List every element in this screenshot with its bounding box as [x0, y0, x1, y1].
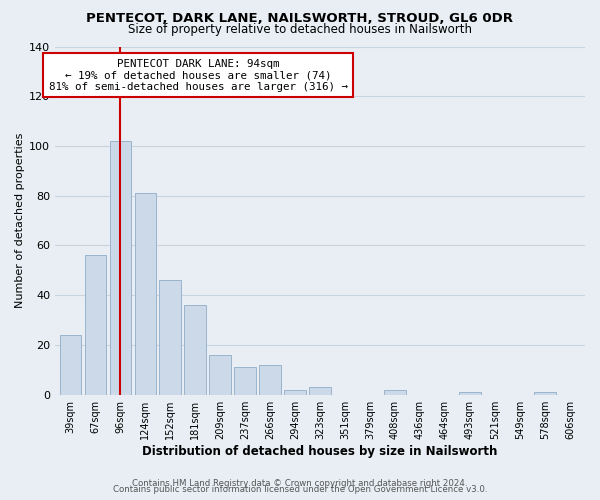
- Bar: [259, 365, 281, 394]
- Y-axis label: Number of detached properties: Number of detached properties: [15, 133, 25, 308]
- Bar: [385, 390, 406, 394]
- Bar: [209, 355, 231, 395]
- Bar: [160, 280, 181, 394]
- Bar: [235, 368, 256, 394]
- Text: Contains public sector information licensed under the Open Government Licence v3: Contains public sector information licen…: [113, 485, 487, 494]
- Bar: [535, 392, 556, 394]
- Bar: [110, 141, 131, 395]
- X-axis label: Distribution of detached houses by size in Nailsworth: Distribution of detached houses by size …: [142, 444, 498, 458]
- Text: Size of property relative to detached houses in Nailsworth: Size of property relative to detached ho…: [128, 22, 472, 36]
- Bar: [460, 392, 481, 394]
- Text: PENTECOT, DARK LANE, NAILSWORTH, STROUD, GL6 0DR: PENTECOT, DARK LANE, NAILSWORTH, STROUD,…: [86, 12, 514, 26]
- Bar: [85, 256, 106, 394]
- Bar: [134, 193, 156, 394]
- Bar: [59, 335, 81, 394]
- Text: Contains HM Land Registry data © Crown copyright and database right 2024.: Contains HM Land Registry data © Crown c…: [132, 478, 468, 488]
- Bar: [184, 305, 206, 394]
- Bar: [310, 387, 331, 394]
- Bar: [284, 390, 306, 394]
- Text: PENTECOT DARK LANE: 94sqm
← 19% of detached houses are smaller (74)
81% of semi-: PENTECOT DARK LANE: 94sqm ← 19% of detac…: [49, 58, 348, 92]
